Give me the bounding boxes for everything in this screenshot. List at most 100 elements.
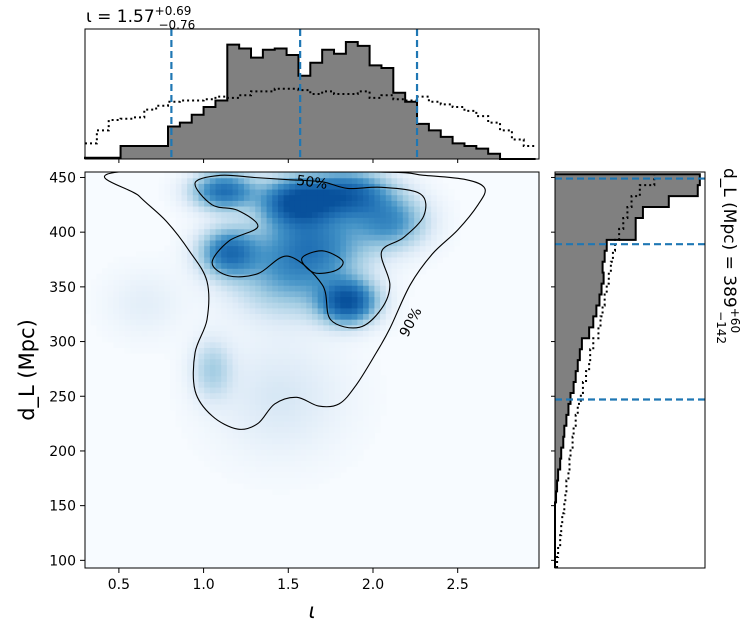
density-cell	[317, 449, 324, 456]
density-cell	[187, 307, 194, 315]
density-cell	[351, 460, 358, 467]
density-cell	[346, 398, 353, 405]
density-cell	[215, 222, 222, 230]
density-cell	[306, 205, 313, 213]
density-cell	[329, 222, 336, 230]
density-cell	[351, 426, 358, 433]
density-cell	[238, 358, 245, 365]
density-cell	[334, 364, 341, 371]
density-cell	[357, 279, 364, 286]
density-cell	[357, 409, 364, 416]
density-cell	[232, 398, 239, 405]
density-cell	[255, 245, 262, 252]
density-cell	[198, 256, 205, 264]
density-cell	[255, 188, 262, 196]
density-cell	[306, 188, 313, 196]
density-cell	[300, 330, 307, 337]
density-cell	[300, 172, 307, 179]
density-cell	[243, 420, 251, 428]
density-cell	[425, 251, 432, 258]
density-cell	[175, 409, 183, 416]
density-cell	[243, 239, 251, 247]
density-cell	[385, 205, 393, 213]
density-cell	[260, 217, 268, 224]
density-cell	[232, 290, 239, 298]
density-cell	[283, 222, 290, 230]
density-cell	[306, 217, 313, 224]
density-cell	[272, 290, 279, 298]
density-cell	[232, 279, 239, 286]
density-cell	[107, 330, 114, 337]
density-cell	[181, 302, 188, 309]
credible-contours	[103, 172, 486, 430]
density-cell	[187, 358, 194, 365]
density-cell	[113, 341, 120, 348]
density-cell	[198, 454, 205, 462]
density-cell	[425, 172, 432, 179]
density-cell	[357, 449, 364, 456]
density-cell	[249, 420, 256, 428]
density-cell	[277, 217, 285, 224]
density-cell	[402, 228, 410, 235]
density-cell	[130, 268, 137, 275]
density-cell	[243, 172, 251, 179]
density-cell	[283, 432, 290, 439]
density-cell	[249, 386, 256, 394]
density-cell	[221, 466, 228, 473]
density-cell	[238, 256, 245, 264]
density-cell	[153, 341, 160, 348]
density-cell	[277, 290, 285, 298]
density-cell	[175, 177, 183, 184]
density-cell	[374, 324, 381, 331]
density-cell	[442, 188, 449, 196]
density-cell	[317, 217, 324, 224]
density-cell	[277, 336, 285, 343]
density-cell	[340, 319, 347, 326]
density-cell	[317, 296, 324, 303]
density-cell	[346, 330, 353, 337]
density-cell	[249, 279, 256, 286]
density-cell	[357, 386, 364, 394]
density-cell	[260, 262, 268, 269]
density-cell	[181, 183, 188, 190]
density-cell	[198, 251, 205, 258]
density-cell	[306, 409, 313, 416]
density-cell	[238, 239, 245, 247]
density-cell	[289, 324, 296, 331]
density-cell	[334, 449, 341, 456]
density-cell	[283, 375, 290, 382]
right-hist-bar	[555, 327, 590, 339]
density-cell	[181, 426, 188, 433]
density-cell	[346, 454, 353, 462]
density-cell	[272, 386, 279, 394]
density-cell	[317, 222, 324, 230]
density-cell	[238, 420, 245, 428]
density-cell	[283, 398, 290, 405]
density-cell	[238, 262, 245, 269]
density-cell	[363, 172, 370, 179]
density-cell	[408, 273, 415, 281]
density-cell	[374, 409, 381, 416]
density-cell	[130, 330, 137, 337]
density-cell	[226, 398, 234, 405]
density-cell	[249, 302, 256, 309]
density-cell	[232, 415, 239, 422]
density-cell	[221, 285, 228, 292]
density-cell	[113, 296, 120, 303]
density-cell	[272, 477, 279, 484]
density-cell	[238, 319, 245, 326]
density-cell	[243, 443, 251, 450]
density-cell	[232, 403, 239, 411]
density-cell	[380, 273, 387, 281]
density-cell	[283, 381, 290, 388]
right-yticks	[551, 176, 555, 561]
density-cell	[306, 172, 313, 179]
density-cell	[215, 353, 222, 360]
density-cell	[419, 239, 427, 247]
density-cell	[232, 330, 239, 337]
density-cell	[357, 437, 364, 445]
density-cell	[198, 381, 205, 388]
density-cell	[204, 392, 211, 399]
density-cell	[397, 211, 404, 218]
right-hist-bar	[555, 272, 604, 284]
